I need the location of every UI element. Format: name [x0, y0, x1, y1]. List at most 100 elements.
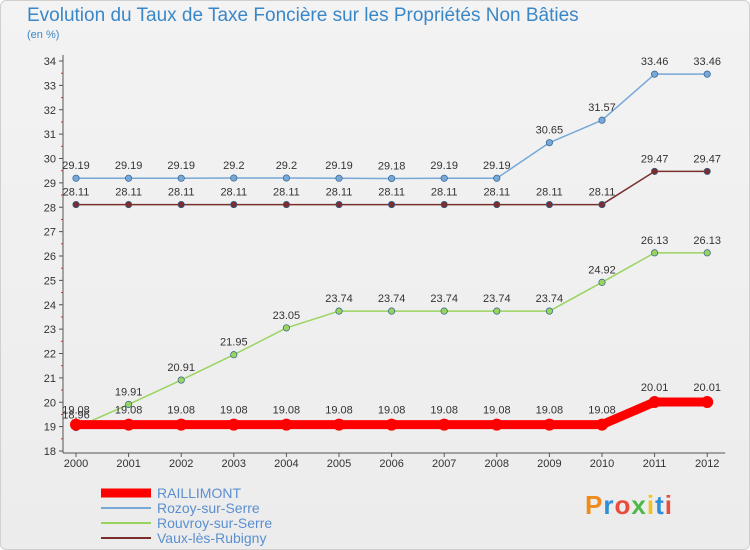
y-tick-label: 21: [44, 373, 56, 385]
data-point-0: [543, 418, 556, 431]
data-label-3: 28.11: [273, 187, 300, 199]
x-tick-label: 2007: [432, 458, 456, 470]
data-label-2: 21.95: [220, 337, 248, 349]
data-label-0: 19.08: [536, 405, 564, 417]
data-label-1: 29.2: [223, 160, 244, 172]
data-label-3: 28.11: [483, 187, 510, 199]
data-label-0: 19.08: [430, 405, 458, 417]
data-label-1: 29.19: [325, 160, 353, 172]
data-label-2: 26.13: [641, 235, 669, 247]
data-point-3: [388, 201, 396, 209]
data-point-1: [72, 174, 80, 182]
y-tick-label: 24: [44, 300, 56, 312]
data-point-0: [333, 418, 345, 431]
data-point-3: [125, 201, 133, 209]
y-tick-label: 30: [44, 154, 56, 166]
data-point-3: [335, 201, 343, 209]
data-point-1: [177, 174, 185, 182]
data-point-0: [490, 418, 503, 431]
y-tick-label: 26: [44, 251, 56, 263]
x-tick-label: 2003: [222, 458, 246, 470]
data-point-2: [598, 278, 606, 286]
x-tick-label: 2006: [379, 458, 403, 470]
y-tick-label: 22: [44, 349, 56, 361]
data-label-0: 19.08: [62, 405, 90, 417]
x-tick-label: 2008: [485, 458, 509, 470]
data-label-3: 28.11: [326, 187, 353, 199]
data-label-2: 18.96: [62, 410, 90, 422]
y-tick-label: 34: [44, 56, 56, 68]
data-label-0: 19.08: [588, 405, 616, 417]
data-point-2: [230, 351, 238, 359]
data-point-0: [122, 418, 135, 431]
data-point-2: [125, 400, 133, 408]
y-tick-label: 25: [44, 275, 56, 287]
data-label-3: 28.11: [378, 187, 405, 199]
data-label-1: 29.2: [276, 160, 297, 172]
series-line-2: [75, 252, 708, 429]
data-point-2: [545, 307, 553, 315]
y-tick-label: 18: [44, 446, 56, 458]
y-tick-label: 27: [44, 227, 56, 239]
data-label-2: 19.91: [115, 386, 143, 398]
data-label-1: 30.65: [536, 125, 564, 137]
data-point-0: [227, 418, 240, 431]
data-label-0: 19.08: [273, 405, 301, 417]
data-label-3: 28.11: [536, 187, 563, 199]
data-point-1: [440, 174, 448, 182]
x-tick-label: 2009: [537, 458, 561, 470]
data-label-3: 28.11: [115, 187, 142, 199]
data-label-3: 28.11: [168, 187, 195, 199]
data-point-1: [651, 70, 659, 78]
data-point-1: [703, 70, 711, 78]
data-point-0: [701, 396, 714, 409]
data-label-0: 19.08: [325, 405, 353, 417]
data-point-2: [177, 376, 185, 384]
unit-label: (en %): [27, 29, 60, 41]
data-point-0: [596, 418, 608, 431]
data-point-1: [282, 174, 290, 182]
chart-title: Evolution du Taux de Taxe Foncière sur l…: [27, 5, 579, 26]
data-point-2: [703, 249, 711, 257]
data-label-0: 19.08: [167, 405, 195, 417]
data-label-3: 28.11: [63, 187, 90, 199]
data-label-2: 24.92: [588, 264, 616, 276]
data-point-0: [70, 418, 82, 431]
data-point-3: [703, 167, 711, 175]
data-point-0: [648, 396, 661, 409]
data-point-0: [175, 418, 188, 431]
x-tick-label: 2000: [64, 458, 88, 470]
data-label-1: 29.19: [430, 160, 458, 172]
data-point-1: [388, 174, 396, 183]
x-tick-label: 2004: [274, 458, 298, 470]
data-point-2: [440, 307, 448, 315]
data-point-2: [493, 307, 501, 315]
data-label-1: 33.46: [693, 56, 721, 68]
y-tick-label: 33: [44, 80, 56, 92]
x-tick-label: 2011: [643, 458, 667, 470]
data-label-2: 23.74: [325, 293, 353, 305]
legend-label: Vaux-lès-Rubigny: [157, 530, 266, 546]
data-label-2: 26.13: [693, 235, 721, 247]
data-point-3: [598, 201, 606, 209]
data-point-1: [598, 116, 606, 124]
data-point-0: [280, 418, 293, 431]
data-label-0: 19.08: [115, 405, 143, 417]
x-tick-label: 2005: [327, 458, 351, 470]
x-tick-label: 2002: [169, 458, 193, 470]
x-tick-label: 2012: [695, 458, 719, 470]
data-label-1: 29.18: [378, 160, 406, 172]
data-label-3: 28.11: [431, 187, 458, 199]
data-label-2: 23.74: [483, 293, 511, 305]
data-point-1: [335, 174, 343, 182]
data-label-1: 29.19: [62, 160, 90, 172]
data-point-2: [282, 324, 290, 332]
legend-label: RAILLIMONT: [157, 485, 241, 501]
data-point-2: [335, 307, 343, 315]
data-label-1: 29.19: [167, 160, 195, 172]
data-label-2: 23.74: [378, 293, 406, 305]
data-point-2: [651, 249, 659, 257]
x-tick-label: 2001: [116, 458, 140, 470]
data-point-3: [177, 201, 185, 209]
